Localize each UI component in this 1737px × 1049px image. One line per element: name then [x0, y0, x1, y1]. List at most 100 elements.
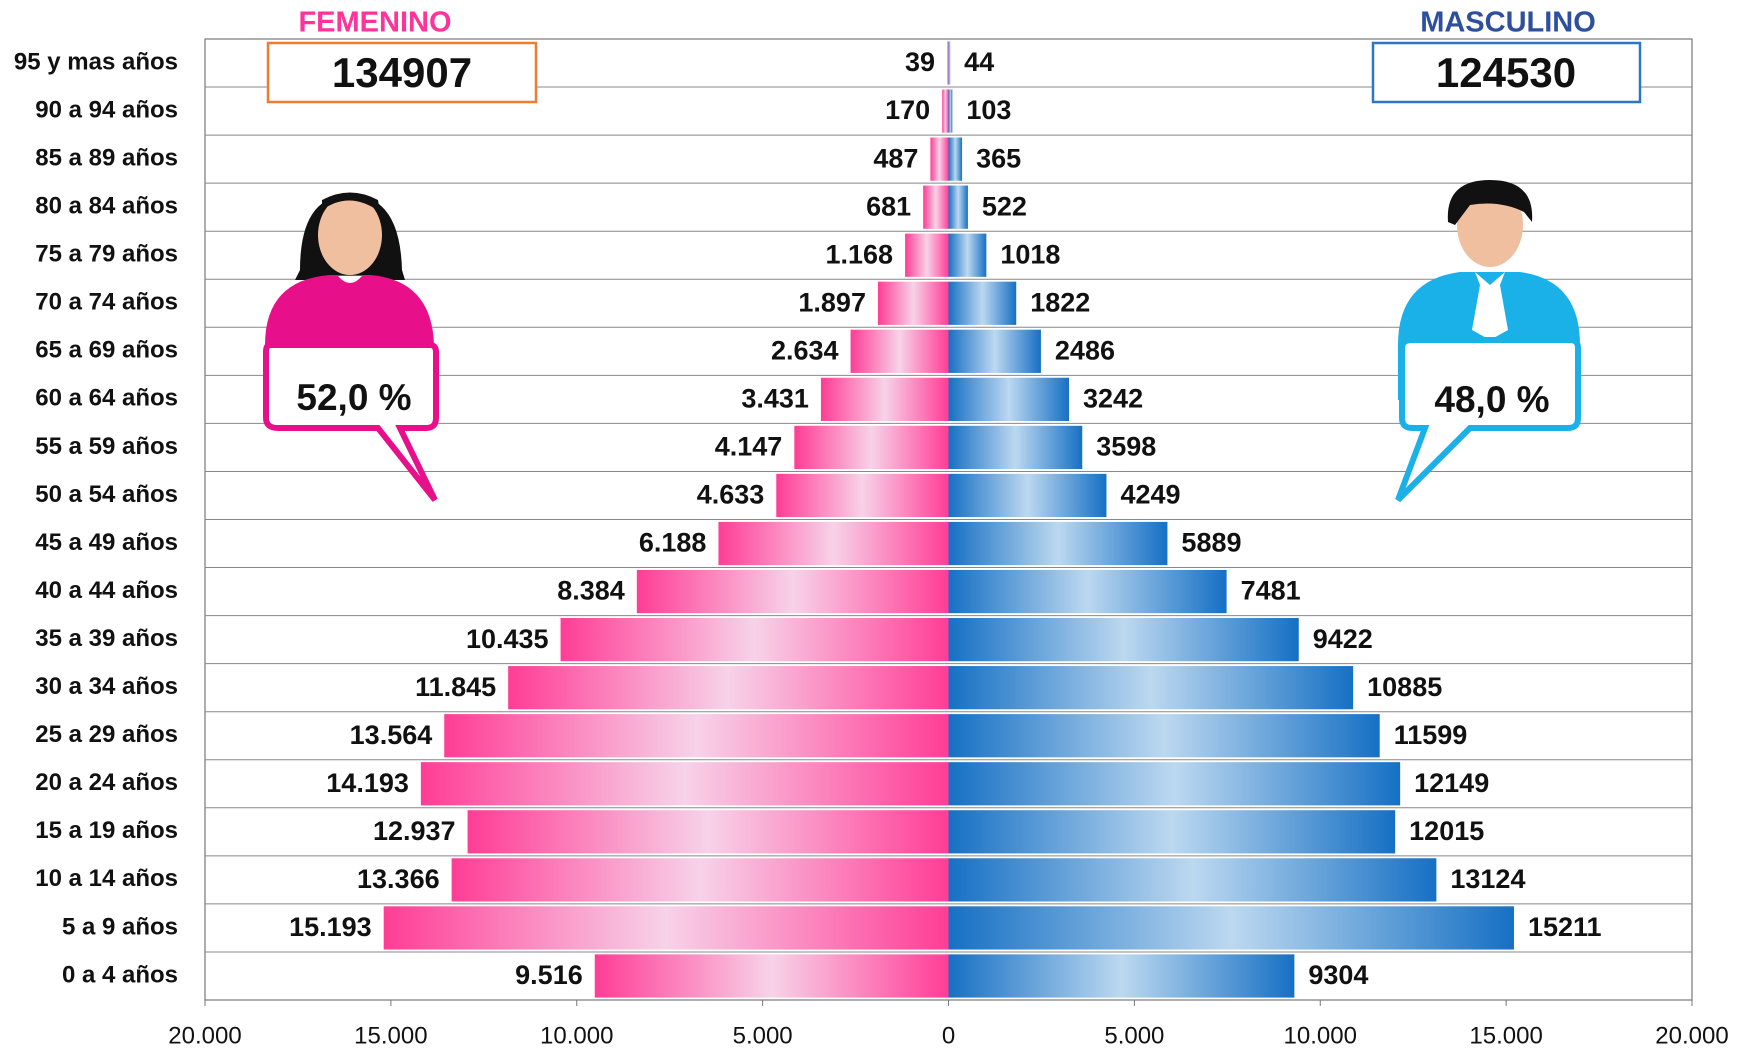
value-label: 365: [976, 143, 1021, 173]
bar: [949, 234, 987, 277]
value-label: 1.168: [826, 239, 894, 269]
value-label: 3242: [1083, 384, 1143, 414]
value-label: 8.384: [557, 576, 625, 606]
bar: [949, 330, 1041, 373]
y-tick-label: 80 a 84 años: [35, 193, 178, 220]
x-tick-label: 15.000: [1469, 1022, 1542, 1049]
bar: [508, 666, 948, 709]
value-label: 15.193: [289, 912, 372, 942]
bar: [942, 89, 948, 132]
y-tick-label: 70 a 74 años: [35, 289, 178, 316]
bar: [949, 570, 1227, 613]
value-label: 5889: [1181, 528, 1241, 558]
bar: [468, 810, 949, 853]
bar: [776, 474, 948, 517]
bar: [947, 41, 948, 84]
chart: FEMENINO MASCULINO 134907 124530 52,0 % …: [0, 0, 1737, 1049]
bar: [949, 906, 1514, 949]
y-tick-label: 65 a 69 años: [35, 337, 178, 364]
value-label: 15211: [1528, 912, 1602, 942]
bar: [949, 138, 963, 181]
bar: [949, 426, 1083, 469]
value-label: 4.147: [715, 432, 783, 462]
value-label: 4.633: [697, 480, 765, 510]
value-label: 12015: [1409, 816, 1484, 846]
bar: [878, 282, 949, 325]
value-label: 44: [964, 47, 994, 77]
value-label: 9422: [1313, 624, 1373, 654]
value-label: 13.564: [350, 720, 433, 750]
value-label: 7481: [1241, 576, 1301, 606]
bar: [949, 378, 1070, 421]
female-share: 52,0 %: [296, 377, 411, 418]
x-tick-label: 5.000: [733, 1022, 793, 1049]
value-label: 12.937: [373, 816, 456, 846]
y-tick-label: 0 a 4 años: [62, 961, 178, 988]
x-tick-label: 20.000: [1655, 1022, 1728, 1049]
y-tick-label: 15 a 19 años: [35, 817, 178, 844]
value-label: 13124: [1450, 864, 1525, 894]
y-tick-label: 5 a 9 años: [62, 913, 178, 940]
value-label: 11599: [1394, 720, 1468, 750]
bar: [794, 426, 948, 469]
bar: [452, 858, 949, 901]
value-label: 14.193: [326, 768, 409, 798]
bar: [949, 474, 1107, 517]
value-label: 170: [885, 95, 930, 125]
bar: [949, 810, 1396, 853]
y-tick-label: 45 a 49 años: [35, 529, 178, 556]
legend-male: MASCULINO: [1420, 7, 1596, 39]
y-tick-label: 25 a 29 años: [35, 721, 178, 748]
bar: [949, 282, 1017, 325]
value-label: 681: [866, 191, 911, 221]
bar: [637, 570, 949, 613]
bar: [949, 618, 1299, 661]
page: FEMENINO MASCULINO 134907 124530 52,0 % …: [0, 0, 1737, 1049]
value-label: 1.897: [798, 287, 866, 317]
value-label: 103: [966, 95, 1011, 125]
bar: [718, 522, 948, 565]
bar: [421, 762, 949, 805]
bar: [949, 41, 951, 84]
bar: [949, 522, 1168, 565]
bar: [949, 954, 1295, 997]
x-tick-label: 5.000: [1104, 1022, 1164, 1049]
value-label: 6.188: [639, 528, 707, 558]
y-tick-label: 40 a 44 años: [35, 577, 178, 604]
value-label: 11.845: [415, 672, 496, 702]
y-tick-label: 75 a 79 años: [35, 241, 178, 268]
bar: [851, 330, 949, 373]
value-label: 13.366: [357, 864, 440, 894]
bar: [561, 618, 949, 661]
y-tick-label: 95 y mas años: [14, 48, 178, 75]
value-label: 12149: [1414, 768, 1489, 798]
bar: [949, 666, 1354, 709]
bar: [949, 858, 1437, 901]
bar: [923, 186, 948, 229]
y-tick-label: 20 a 24 años: [35, 769, 178, 796]
male-total: 124530: [1436, 49, 1576, 96]
value-label: 39: [905, 47, 935, 77]
x-tick-label: 0: [942, 1022, 955, 1049]
y-tick-label: 55 a 59 años: [35, 433, 178, 460]
y-tick-label: 50 a 54 años: [35, 481, 178, 508]
value-label: 3.431: [741, 384, 809, 414]
y-tick-label: 90 a 94 años: [35, 96, 178, 123]
bar: [905, 234, 948, 277]
value-label: 10.435: [466, 624, 549, 654]
bar: [949, 89, 953, 132]
x-tick-label: 20.000: [168, 1022, 241, 1049]
bar: [930, 138, 948, 181]
value-label: 487: [873, 143, 918, 173]
x-tick-label: 10.000: [540, 1022, 613, 1049]
bar: [949, 714, 1380, 757]
value-label: 9.516: [515, 960, 583, 990]
value-label: 9304: [1308, 960, 1368, 990]
bar: [949, 186, 968, 229]
value-label: 2.634: [771, 335, 839, 365]
bar: [821, 378, 949, 421]
value-label: 522: [982, 191, 1027, 221]
value-label: 1018: [1000, 239, 1060, 269]
value-label: 10885: [1367, 672, 1442, 702]
x-tick-label: 10.000: [1284, 1022, 1357, 1049]
